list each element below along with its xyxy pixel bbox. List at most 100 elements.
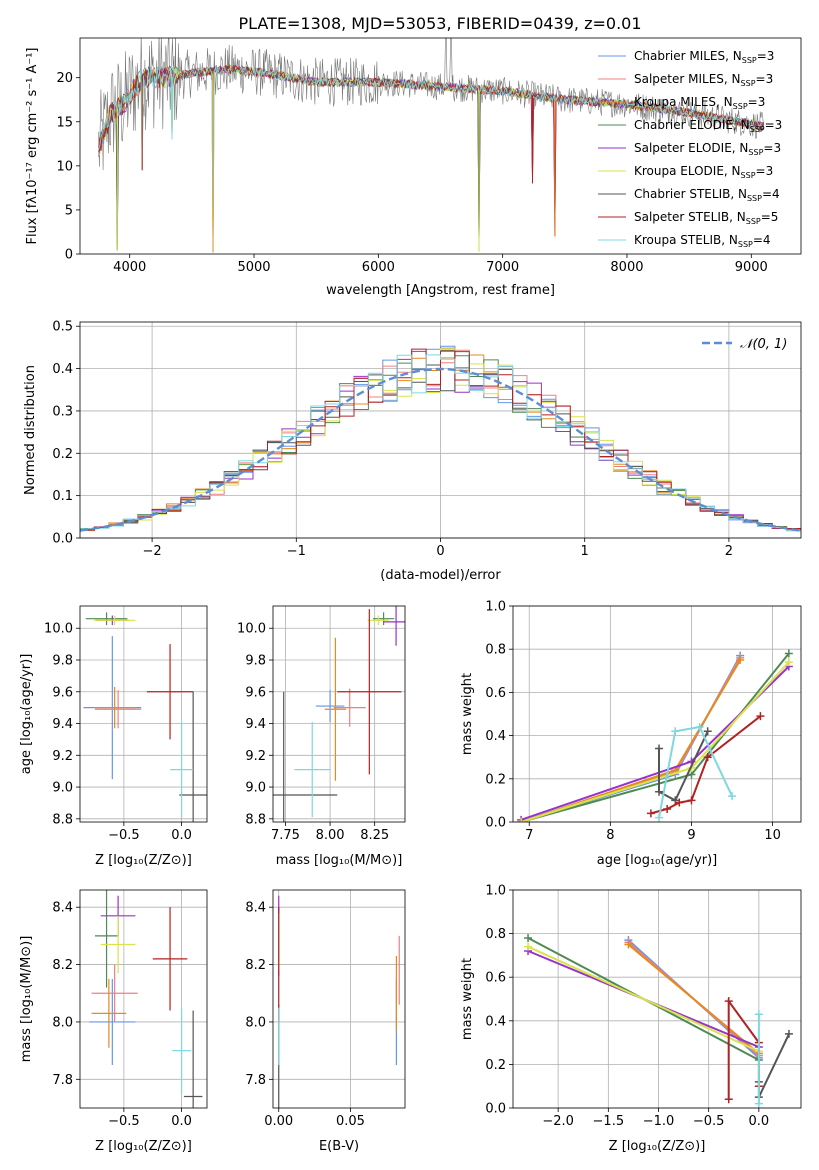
- plot-area: [524, 933, 793, 1108]
- weight-marker: [687, 796, 696, 805]
- weight-series: [517, 649, 793, 822]
- y-axis-label: Normed distribution: [23, 365, 38, 495]
- weight-marker: [675, 798, 684, 807]
- data-point: [93, 687, 136, 729]
- data-point: [100, 915, 136, 974]
- y-axis-label: mass weight: [460, 673, 475, 755]
- y-tick-label: 0.6: [485, 686, 506, 701]
- panel-age-vs-Z: −0.5 0.0 8.8 9.0 9.2 9.4 9.6 9.8 10.0 Z [log₁₀(Z/…: [19, 605, 208, 868]
- legend-label: Chabrier MILES, NSSP=3: [634, 49, 774, 65]
- legend-label: Chabrier STELIB, NSSP=4: [634, 187, 780, 203]
- weight-line: [520, 661, 790, 822]
- data-point: [367, 615, 389, 626]
- panel-mass-weight-vs-age: 7 8 9 10 0.0 0.2 0.4 0.6 0.8 1.0 age [log₁₀(age/yr…: [460, 600, 802, 868]
- x-axis-label: Z [log₁₀(Z/Z⊙)]: [95, 853, 192, 868]
- x-tick-label: 1: [581, 544, 589, 559]
- y-tick-label: 0.4: [485, 729, 506, 744]
- observed-spectrum: [98, 38, 764, 171]
- data-point: [337, 609, 402, 775]
- x-tick-label: 0.00: [264, 1114, 293, 1129]
- y-tick-label: 0.8: [485, 643, 506, 658]
- plot-frame: [272, 605, 406, 823]
- weight-line: [757, 1033, 790, 1098]
- panel-mass-weight-vs-Z: −2.0 −1.5 −1.0 −0.5 0.0 0.0 0.2 0.4 0.6 0.8 1.0 Z […: [460, 884, 802, 1154]
- x-axis-label: mass [log₁₀(M/M⊙)]: [276, 853, 403, 868]
- plot-area: [273, 606, 405, 822]
- plot-frame: [512, 605, 802, 823]
- weight-marker: [754, 1099, 763, 1108]
- legend: 𝒩(0, 1): [702, 337, 787, 352]
- weight-marker: [624, 940, 633, 949]
- weight-marker: [728, 792, 737, 801]
- y-tick-label: 7.8: [245, 1073, 266, 1088]
- data-point: [95, 690, 142, 729]
- y-tick-label: 0.3: [52, 404, 73, 419]
- weight-series: [517, 658, 793, 822]
- x-tick-label: −1.0: [643, 1114, 675, 1129]
- y-tick-label: 15: [56, 115, 73, 130]
- weight-marker: [695, 722, 704, 731]
- data-point: [324, 637, 347, 781]
- data-point: [183, 1010, 203, 1108]
- weight-marker: [784, 649, 793, 658]
- weight-marker: [671, 727, 680, 736]
- y-tick-label: 8.4: [245, 901, 266, 916]
- weight-series: [655, 722, 737, 822]
- x-tick-label: 8.00: [316, 828, 345, 843]
- x-axis-label: E(B-V): [319, 1139, 359, 1154]
- weight-marker: [703, 727, 712, 736]
- y-tick-label: 5: [65, 203, 73, 218]
- data-point: [172, 1007, 191, 1094]
- x-tick-label: −2.0: [542, 1114, 574, 1129]
- x-tick-label: −2: [143, 544, 162, 559]
- legend-label: Kroupa ELODIE, NSSP=3: [634, 164, 773, 180]
- x-tick-label: 8: [606, 828, 614, 843]
- weight-marker: [655, 813, 664, 822]
- y-tick-label: 9.2: [52, 749, 73, 764]
- weight-marker: [703, 753, 712, 762]
- y-tick-label: 9.4: [52, 717, 73, 732]
- weight-marker: [663, 805, 672, 814]
- y-tick-label: 10.0: [44, 622, 73, 637]
- plot-area: [278, 895, 400, 1108]
- weight-marker: [784, 1029, 793, 1038]
- y-tick-label: 20: [56, 71, 73, 86]
- x-tick-label: −0.5: [108, 828, 140, 843]
- x-tick-label: 6000: [362, 260, 395, 275]
- y-axis-label: Flux [fλ10⁻¹⁷ erg cm⁻² s⁻¹ A⁻¹]: [25, 48, 40, 245]
- weight-series: [754, 1010, 763, 1108]
- plot-area: [89, 890, 203, 1108]
- y-tick-label: 8.8: [52, 812, 73, 827]
- x-tick-label: 0.0: [171, 1114, 192, 1129]
- plot-area: [80, 345, 801, 533]
- legend-label: Salpeter ELODIE, NSSP=3: [634, 141, 781, 157]
- weight-series: [524, 942, 763, 1056]
- panel-mass-vs-Z: −0.5 0.0 7.8 8.0 8.2 8.4 Z [log₁₀(Z/Z⊙)] mass […: [19, 889, 208, 1154]
- x-tick-label: 4000: [113, 260, 146, 275]
- weight-marker: [736, 656, 745, 664]
- y-tick-label: 9.8: [245, 654, 266, 669]
- weight-marker: [784, 658, 793, 667]
- weight-series: [655, 727, 712, 805]
- x-tick-label: 7: [525, 828, 533, 843]
- y-tick-label: 8.0: [52, 1015, 73, 1030]
- weight-marker: [524, 933, 533, 942]
- y-tick-label: 9.0: [52, 781, 73, 796]
- plot-area: [517, 649, 793, 822]
- plot-frame: [79, 37, 802, 255]
- weight-series: [517, 662, 793, 822]
- weight-line: [520, 657, 742, 822]
- data-point: [273, 691, 338, 822]
- weight-marker: [655, 744, 664, 753]
- y-tick-label: 9.4: [245, 717, 266, 732]
- x-tick-label: 0.05: [336, 1114, 365, 1129]
- x-axis-label: Z [log₁₀(Z/Z⊙)]: [95, 1139, 192, 1154]
- legend-label: Kroupa STELIB, NSSP=4: [634, 233, 771, 249]
- model-spectrum: [98, 65, 764, 253]
- plot-frame: [79, 321, 802, 539]
- weight-marker: [517, 818, 526, 822]
- y-tick-label: 0: [65, 248, 73, 263]
- y-tick-label: 0.2: [485, 772, 506, 787]
- plot-frame: [79, 605, 208, 823]
